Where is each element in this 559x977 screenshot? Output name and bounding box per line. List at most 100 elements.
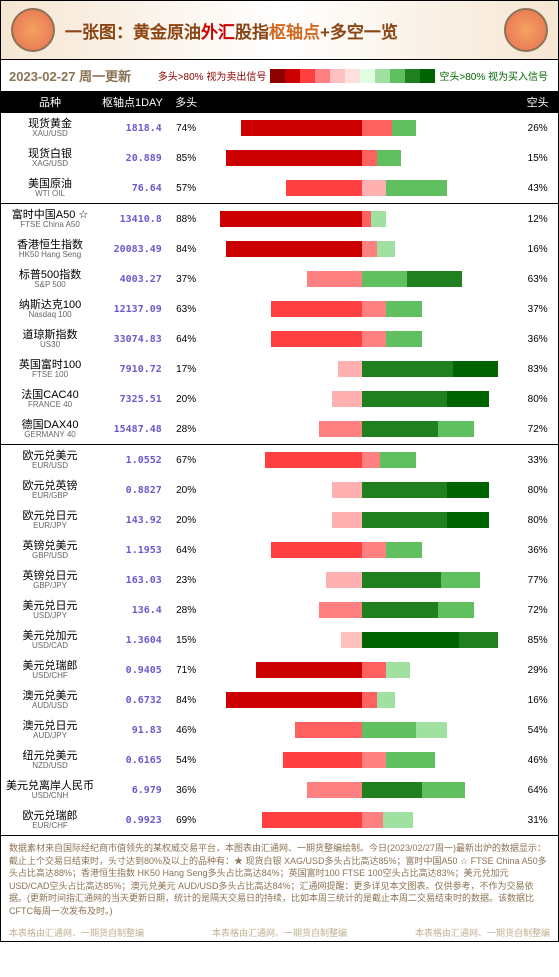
instrument-en: US30 [5,341,95,349]
bull-pct: 74% [166,113,207,143]
bear-pct: 80% [517,505,558,535]
title: 一张图：黄金原油外汇股指枢轴点+多空一览 [65,18,398,43]
logo-left [11,8,55,52]
bull-pct: 71% [166,655,207,685]
table-row: 美元兑瑞郎USD/CHF0.940571%29% [1,655,558,685]
pivot-value: 1.1953 [99,535,166,565]
instrument-en: XAG/USD [5,160,95,168]
table-row: 香港恒生指数HK50 Hang Seng20083.4984%16% [1,234,558,264]
bull-pct: 36% [166,775,207,805]
bull-pct: 88% [166,204,207,234]
table-row: 法国CAC40FRANCE 407325.5120%80% [1,384,558,414]
pivot-value: 13410.8 [99,204,166,234]
bull-pct: 67% [166,445,207,475]
sentiment-bar [206,805,517,835]
table-row: 现货黄金XAU/USD1818.474%26% [1,113,558,143]
gradient-scale [270,69,435,83]
bear-pct: 83% [517,354,558,384]
instrument-en: USD/CAD [5,642,95,650]
bear-pct: 77% [517,565,558,595]
bear-pct: 64% [517,775,558,805]
instrument-en: Nasdaq 100 [5,311,95,319]
bear-pct: 16% [517,234,558,264]
bull-pct: 64% [166,324,207,354]
table-row: 澳元兑日元AUD/JPY91.8346%54% [1,715,558,745]
instrument-en: EUR/USD [5,462,95,470]
sentiment-bar [206,234,517,264]
sentiment-bar [206,565,517,595]
sentiment-bar [206,445,517,475]
bear-pct: 33% [517,445,558,475]
table-row: 英镑兑日元GBP/JPY163.0323%77% [1,565,558,595]
bull-pct: 85% [166,143,207,173]
pivot-value: 7910.72 [99,354,166,384]
meta-row: 2023-02-27 周一更新 多头>80% 视为卖出信号 空头>80% 视为买… [1,60,558,91]
bear-pct: 46% [517,745,558,775]
sentiment-bar [206,264,517,294]
table-row: 美元兑日元USD/JPY136.428%72% [1,595,558,625]
table-row: 美元兑离岸人民币USD/CNH6.97936%64% [1,775,558,805]
bear-pct: 72% [517,414,558,445]
bear-pct: 80% [517,475,558,505]
sentiment-bar [206,505,517,535]
sentiment-bar [206,143,517,173]
instrument-en: USD/CNH [5,792,95,800]
table-row: 欧元兑日元EUR/JPY143.9220%80% [1,505,558,535]
bull-pct: 20% [166,505,207,535]
sentiment-bar [206,745,517,775]
bear-pct: 36% [517,535,558,565]
instrument-en: USD/CHF [5,672,95,680]
bear-pct: 37% [517,294,558,324]
sentiment-bar [206,384,517,414]
instrument-en: USD/JPY [5,612,95,620]
bull-pct: 54% [166,745,207,775]
pivot-value: 20083.49 [99,234,166,264]
pivot-value: 1818.4 [99,113,166,143]
pivot-value: 0.9923 [99,805,166,835]
pivot-value: 76.64 [99,173,166,204]
sentiment-bar [206,685,517,715]
sentiment-bar [206,324,517,354]
bear-pct: 63% [517,264,558,294]
table-row: 英国富时100FTSE 1007910.7217%83% [1,354,558,384]
instrument-en: FTSE China A50 [5,221,95,229]
sentiment-bar [206,204,517,234]
bull-pct: 28% [166,414,207,445]
table-row: 英镑兑美元GBP/USD1.195364%36% [1,535,558,565]
footer-note: 数据素材来自国际经纪商市值领先的某权威交易平台，本图表由汇通网、一期货整编绘制。… [1,835,558,924]
instrument-en: HK50 Hang Seng [5,251,95,259]
pivot-value: 91.83 [99,715,166,745]
table-header: 品种枢轴点1DAY多头空头 [1,91,558,113]
bear-pct: 36% [517,324,558,354]
sentiment-bar [206,535,517,565]
bull-pct: 15% [166,625,207,655]
table-row: 德国DAX40GERMANY 4015487.4828%72% [1,414,558,445]
bull-signal-label: 多头>80% 视为卖出信号 [158,68,267,83]
bull-pct: 64% [166,535,207,565]
sentiment-bar [206,113,517,143]
instrument-en: GBP/JPY [5,582,95,590]
sentiment-bar [206,475,517,505]
bull-pct: 28% [166,595,207,625]
bull-pct: 63% [166,294,207,324]
instrument-en: EUR/CHF [5,822,95,830]
sentiment-bar [206,625,517,655]
sentiment-bar [206,715,517,745]
instrument-en: FTSE 100 [5,371,95,379]
table-row: 欧元兑瑞郎EUR/CHF0.992369%31% [1,805,558,835]
pivot-value: 0.6165 [99,745,166,775]
bull-pct: 23% [166,565,207,595]
bull-pct: 37% [166,264,207,294]
sentiment-bar [206,414,517,445]
bull-pct: 17% [166,354,207,384]
bull-pct: 84% [166,234,207,264]
data-table: 品种枢轴点1DAY多头空头 现货黄金XAU/USD1818.474%26%现货白… [1,91,558,835]
table-row: 道琼斯指数US3033074.8364%36% [1,324,558,354]
instrument-en: GBP/USD [5,552,95,560]
bull-pct: 69% [166,805,207,835]
table-row: 美元兑加元USD/CAD1.360415%85% [1,625,558,655]
table-row: 澳元兑美元AUD/USD0.673284%16% [1,685,558,715]
bear-pct: 72% [517,595,558,625]
instrument-en: S&P 500 [5,281,95,289]
instrument-en: GERMANY 40 [5,431,95,439]
